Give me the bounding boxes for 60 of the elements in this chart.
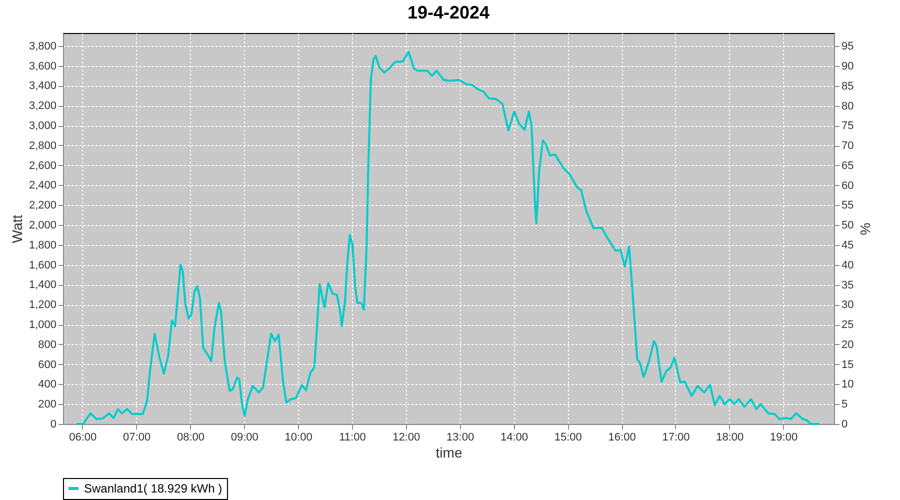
y-tick-label: 1,600 bbox=[28, 259, 56, 272]
y2-tick-label: 5 bbox=[842, 398, 848, 411]
x-tick-label: 06:00 bbox=[69, 432, 97, 444]
chart-title: 19-4-2024 bbox=[407, 2, 490, 22]
x-tick-label: 13:00 bbox=[446, 432, 474, 444]
y-tick-label: 0 bbox=[50, 418, 56, 430]
y2-tick-label: 60 bbox=[842, 180, 854, 192]
y2-tick-label: 55 bbox=[842, 200, 854, 212]
x-tick-label: 16:00 bbox=[608, 432, 636, 444]
y-axis-title: Watt bbox=[8, 214, 25, 244]
x-tick-label: 12:00 bbox=[392, 432, 420, 444]
y2-tick-label: 65 bbox=[842, 160, 854, 172]
y2-tick-label: 80 bbox=[842, 100, 854, 112]
y2-tick-label: 75 bbox=[842, 120, 854, 132]
y2-tick-label: 20 bbox=[842, 338, 854, 351]
x-tick-label: 15:00 bbox=[554, 432, 582, 444]
y-tick-label: 3,400 bbox=[28, 80, 56, 92]
x-tick-label: 17:00 bbox=[662, 432, 690, 444]
y2-tick-label: 35 bbox=[842, 279, 854, 292]
y2-tick-label: 10 bbox=[842, 378, 854, 391]
y-tick-label: 600 bbox=[38, 358, 56, 371]
y2-tick-label: 30 bbox=[842, 299, 854, 312]
y2-tick-label: 0 bbox=[842, 418, 848, 430]
y2-axis-title: % bbox=[858, 222, 874, 236]
y-tick-label: 3,200 bbox=[28, 100, 56, 112]
y-tick-label: 400 bbox=[38, 378, 56, 391]
y2-tick-label: 50 bbox=[842, 220, 854, 232]
x-tick-label: 19:00 bbox=[770, 432, 798, 444]
x-tick-label: 07:00 bbox=[123, 432, 151, 444]
y-tick-label: 1,800 bbox=[28, 239, 56, 252]
y-tick-label: 2,600 bbox=[28, 160, 56, 172]
y-tick-label: 1,000 bbox=[28, 319, 56, 332]
y-tick-label: 2,400 bbox=[28, 180, 56, 192]
y-tick-label: 1,200 bbox=[28, 299, 56, 312]
legend-label: Swanland1( 18.929 kWh ) bbox=[84, 482, 222, 496]
y2-tick-label: 90 bbox=[842, 60, 854, 73]
line-series bbox=[75, 50, 820, 425]
x-tick-label: 14:00 bbox=[500, 432, 528, 444]
y-tick-label: 3,800 bbox=[28, 40, 56, 52]
y-tick-label: 800 bbox=[38, 338, 56, 351]
y-tick-label: 3,000 bbox=[28, 120, 56, 132]
y-tick-label: 2,000 bbox=[28, 220, 56, 232]
x-tick-label: 09:00 bbox=[230, 432, 258, 444]
y-tick-label: 200 bbox=[38, 398, 56, 411]
y2-tick-label: 70 bbox=[842, 140, 854, 152]
x-tick-label: 11:00 bbox=[339, 432, 366, 444]
y-tick-label: 2,800 bbox=[28, 140, 56, 152]
x-axis-title: time bbox=[436, 444, 462, 460]
y2-tick-label: 45 bbox=[842, 240, 854, 252]
x-tick-label: 08:00 bbox=[176, 432, 205, 444]
x-tick-label: 10:00 bbox=[284, 432, 312, 444]
y2-tick-label: 40 bbox=[842, 259, 854, 272]
x-tick-label: 18:00 bbox=[716, 432, 744, 444]
y2-tick-label: 25 bbox=[842, 319, 854, 332]
y2-tick-label: 95 bbox=[842, 40, 854, 53]
y2-tick-label: 15 bbox=[842, 358, 854, 371]
y-tick-label: 2,200 bbox=[28, 200, 56, 212]
y-tick-label: 3,600 bbox=[28, 60, 56, 72]
y-tick-label: 1,400 bbox=[28, 279, 56, 292]
y2-tick-label: 85 bbox=[842, 80, 854, 92]
